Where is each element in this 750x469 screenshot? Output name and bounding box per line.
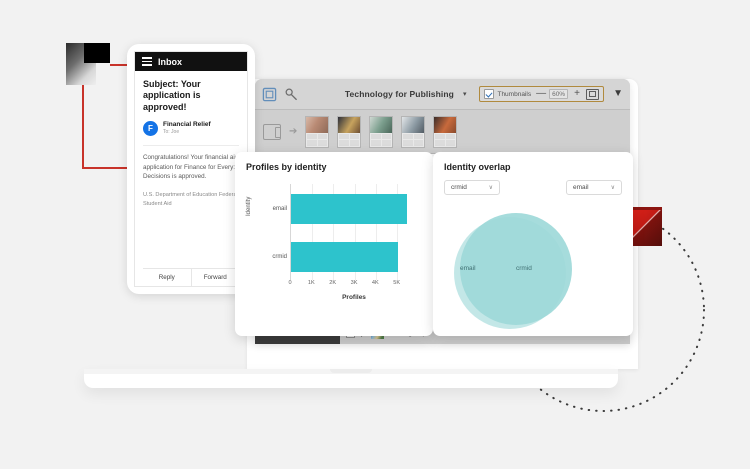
bar-crmid[interactable] <box>291 242 398 272</box>
identity-overlap-card: Identity overlap crmid ∨ email ∨ email c… <box>433 152 633 336</box>
thumbnail-pagegrid <box>402 133 424 147</box>
chart-title-profiles: Profiles by identity <box>246 162 327 172</box>
thumbnail-pagegrid <box>306 133 328 147</box>
y-tick-label: crmid <box>272 254 287 260</box>
laptop-trackpad-notch <box>330 369 372 373</box>
venn-circle-crmid <box>460 213 572 325</box>
x-tick-label: 2K <box>329 280 337 286</box>
sender-name: Financial Relief <box>163 121 211 129</box>
envelope-flap <box>84 43 110 63</box>
thumbnail-item[interactable] <box>433 115 458 148</box>
filter-icon[interactable]: ▼ <box>613 88 623 99</box>
chevron-down-icon: ∨ <box>610 185 615 191</box>
bar-row: email <box>273 194 418 224</box>
thumbnails-toggle[interactable]: Thumbnails <box>484 89 531 99</box>
thumbnail-pagegrid <box>338 133 360 147</box>
bar-plot-area: email crmid <box>272 184 418 280</box>
thumbnail-pagegrid <box>434 133 456 147</box>
bar-chart: Identity email crmid 0 1K 2K 3K 4K 5K Profiles <box>246 180 422 315</box>
document-title-caret[interactable]: ▾ <box>462 91 467 98</box>
thumbnail-item[interactable] <box>337 115 362 148</box>
x-tick-label: 5K <box>393 280 401 286</box>
connector-line-left <box>82 85 84 168</box>
zoom-in-button[interactable]: + <box>574 88 581 99</box>
overlap-selectors: crmid ∨ email ∨ <box>444 180 622 195</box>
gridline <box>354 184 356 280</box>
y-tick-label: email <box>272 206 287 212</box>
gridline <box>333 184 335 280</box>
thumbnail-pagegrid <box>370 133 392 147</box>
email-header: Inbox <box>135 52 247 71</box>
profiles-by-identity-card: Profiles by identity Identity email crmid… <box>235 152 433 336</box>
x-axis-label: Profiles <box>342 294 366 301</box>
venn-diagram: email crmid <box>444 203 622 331</box>
x-tick-label: 3K <box>350 280 358 286</box>
thumbnail-strip: ➔ <box>255 110 630 154</box>
gridline <box>312 184 314 280</box>
email-divider <box>143 144 239 146</box>
left-identity-value: crmid <box>451 184 467 191</box>
x-axis-ticks: 0 1K 2K 3K 4K 5K <box>288 280 418 294</box>
thumbnail-photo <box>370 116 393 133</box>
avatar: F <box>143 120 158 136</box>
email-signature: U.S. Department of Education Federal Stu… <box>143 192 238 207</box>
x-tick-label: 0 <box>288 280 292 286</box>
gridline <box>396 184 398 280</box>
thumbnail-photo <box>338 116 361 133</box>
bar-email[interactable] <box>291 194 408 224</box>
zoom-control-group: Thumbnails — 60% + <box>479 86 605 102</box>
gridline <box>375 184 377 280</box>
email-subject: Subject: Your application is approved! <box>143 79 201 112</box>
hamburger-icon[interactable] <box>142 57 152 66</box>
link-icon[interactable] <box>284 87 299 102</box>
sender-row: F Financial Relief To: Joe <box>143 120 239 136</box>
left-identity-select[interactable]: crmid ∨ <box>444 180 500 195</box>
y-axis-label: Identity <box>246 196 252 216</box>
venn-label-crmid: crmid <box>516 265 532 272</box>
venn-label-email: email <box>460 265 476 272</box>
reply-button[interactable]: Reply <box>143 269 192 286</box>
zoom-level-value[interactable]: 60% <box>549 89 569 99</box>
document-title: Technology for Publishing <box>344 89 454 99</box>
thumbnails-checkbox-icon[interactable] <box>484 89 495 99</box>
email-message-body: Congratulations! Your financial aid appl… <box>143 153 239 181</box>
envelope-glyph-dark <box>66 43 110 85</box>
x-tick-label: 4K <box>371 280 379 286</box>
arrow-right-icon: ➔ <box>289 126 298 137</box>
x-tick-label: 1K <box>307 280 315 286</box>
fit-to-screen-icon[interactable] <box>586 88 600 100</box>
thumbnail-photo <box>402 116 425 133</box>
right-identity-select[interactable]: email ∨ <box>566 180 622 195</box>
thumbnail-photo <box>306 116 329 133</box>
chevron-down-icon: ∨ <box>488 185 493 191</box>
thumbnail-photo <box>434 116 457 133</box>
email-actions: Reply Forward <box>143 268 239 286</box>
email-card: Inbox Subject: Your application is appro… <box>134 51 248 287</box>
thumbnail-item[interactable] <box>369 115 394 148</box>
inbox-title: Inbox <box>158 56 182 67</box>
connector-line-bottom <box>82 167 142 169</box>
phone-device: Inbox Subject: Your application is appro… <box>127 44 255 294</box>
grid-view-icon[interactable] <box>262 87 277 102</box>
chart-title-overlap: Identity overlap <box>444 162 511 172</box>
device-preview-icon[interactable] <box>263 123 281 140</box>
forward-button[interactable]: Forward <box>203 274 227 281</box>
email-body: Subject: Your application is approved! F… <box>135 71 247 286</box>
zoom-out-button[interactable]: — <box>536 88 547 99</box>
thumbnails-label: Thumbnails <box>497 90 532 98</box>
thumbnail-item[interactable] <box>401 115 426 148</box>
recipient-label: To: Joe <box>163 129 180 136</box>
app-toolbar: Technology for Publishing ▾ Thumbnails —… <box>255 79 630 110</box>
bar-row: crmid <box>272 242 418 272</box>
right-identity-value: email <box>573 184 589 191</box>
thumbnail-item[interactable] <box>305 115 330 148</box>
envelope-top-edge <box>622 207 662 210</box>
